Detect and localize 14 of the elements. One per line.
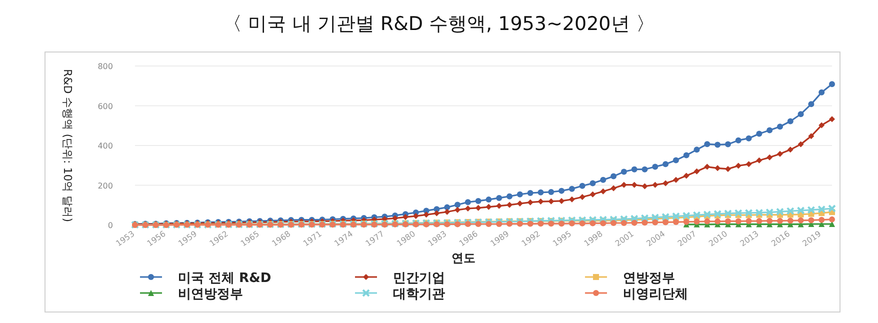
- y-tick-label: 400: [98, 142, 113, 150]
- y-axis-title: R&D 수행액 (단위: 10억 달러): [61, 69, 74, 222]
- legend-label: 비영리단체: [623, 287, 688, 302]
- legend-label: 민간기업: [393, 271, 445, 286]
- chart-title: 〈 미국 내 기관별 R&D 수행액, 1953~2020년 〉: [223, 13, 655, 35]
- legend-label: 미국 전체 R&D: [178, 271, 272, 286]
- x-axis-title: 연도: [452, 251, 476, 265]
- legend-label: 대학기관: [393, 287, 445, 302]
- y-tick-label: 800: [98, 62, 113, 71]
- y-tick-label: 200: [98, 181, 113, 190]
- y-tick-label: 600: [98, 102, 113, 111]
- legend-label: 비연방정부: [178, 287, 243, 302]
- legend-label: 연방정부: [623, 271, 675, 286]
- y-tick-label: 0: [108, 221, 113, 230]
